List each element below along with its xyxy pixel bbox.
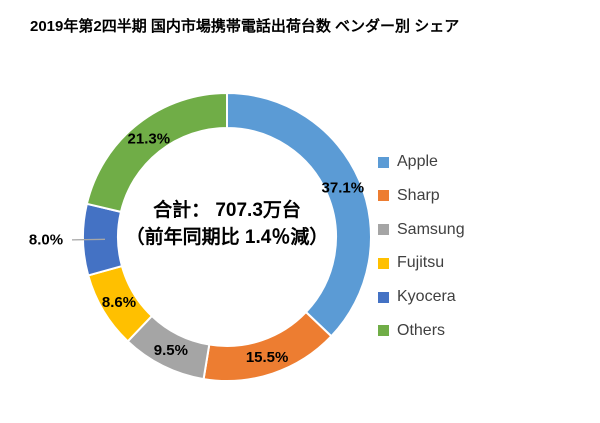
legend-item-others: Others <box>378 320 465 342</box>
legend-item-samsung: Samsung <box>378 219 465 241</box>
legend-color-swatch-others <box>378 325 389 337</box>
total-label: 合計： 707.3万台 <box>153 200 301 221</box>
legend-color-swatch-fujitsu <box>378 257 389 269</box>
data-label-apple: 37.1% <box>322 180 365 197</box>
data-label-fujitsu: 8.6% <box>102 294 136 311</box>
legend-color-swatch-kyocera <box>378 291 389 303</box>
legend-color-swatch-apple <box>378 156 389 168</box>
legend-item-apple: Apple <box>378 151 465 173</box>
legend-label: Samsung <box>397 220 465 238</box>
data-label-kyocera: 8.0% <box>29 232 63 249</box>
legend-item-sharp: Sharp <box>378 185 465 207</box>
data-label-others: 21.3% <box>128 130 171 147</box>
yoy-change-label: （前年同期比 1.4％減） <box>125 227 329 248</box>
legend-label: Sharp <box>397 186 440 204</box>
legend-item-kyocera: Kyocera <box>378 286 465 308</box>
donut-center-text: 合計： 707.3万台 （前年同期比 1.4％減） <box>67 197 387 251</box>
donut-segment-sharp <box>202 311 333 382</box>
legend-label: Others <box>397 321 446 339</box>
legend-color-swatch-samsung <box>378 224 389 236</box>
legend: Apple Sharp Samsung Fujitsu Kyocera Others <box>378 151 465 342</box>
legend-label: Apple <box>397 153 438 170</box>
donut-segment-others <box>85 92 228 213</box>
data-label-samsung: 9.5% <box>154 342 188 359</box>
legend-label: Fujitsu <box>397 254 445 272</box>
legend-item-fujitsu: Fujitsu <box>378 252 465 274</box>
chart-title: 2019年第2四半期 国内市場携帯電話出荷台数 ベンダー別 シェア <box>30 18 460 35</box>
legend-color-swatch-sharp <box>378 190 389 202</box>
data-label-sharp: 15.5% <box>246 349 289 366</box>
legend-label: Kyocera <box>397 288 456 306</box>
leader-line-kyocera <box>71 238 106 241</box>
